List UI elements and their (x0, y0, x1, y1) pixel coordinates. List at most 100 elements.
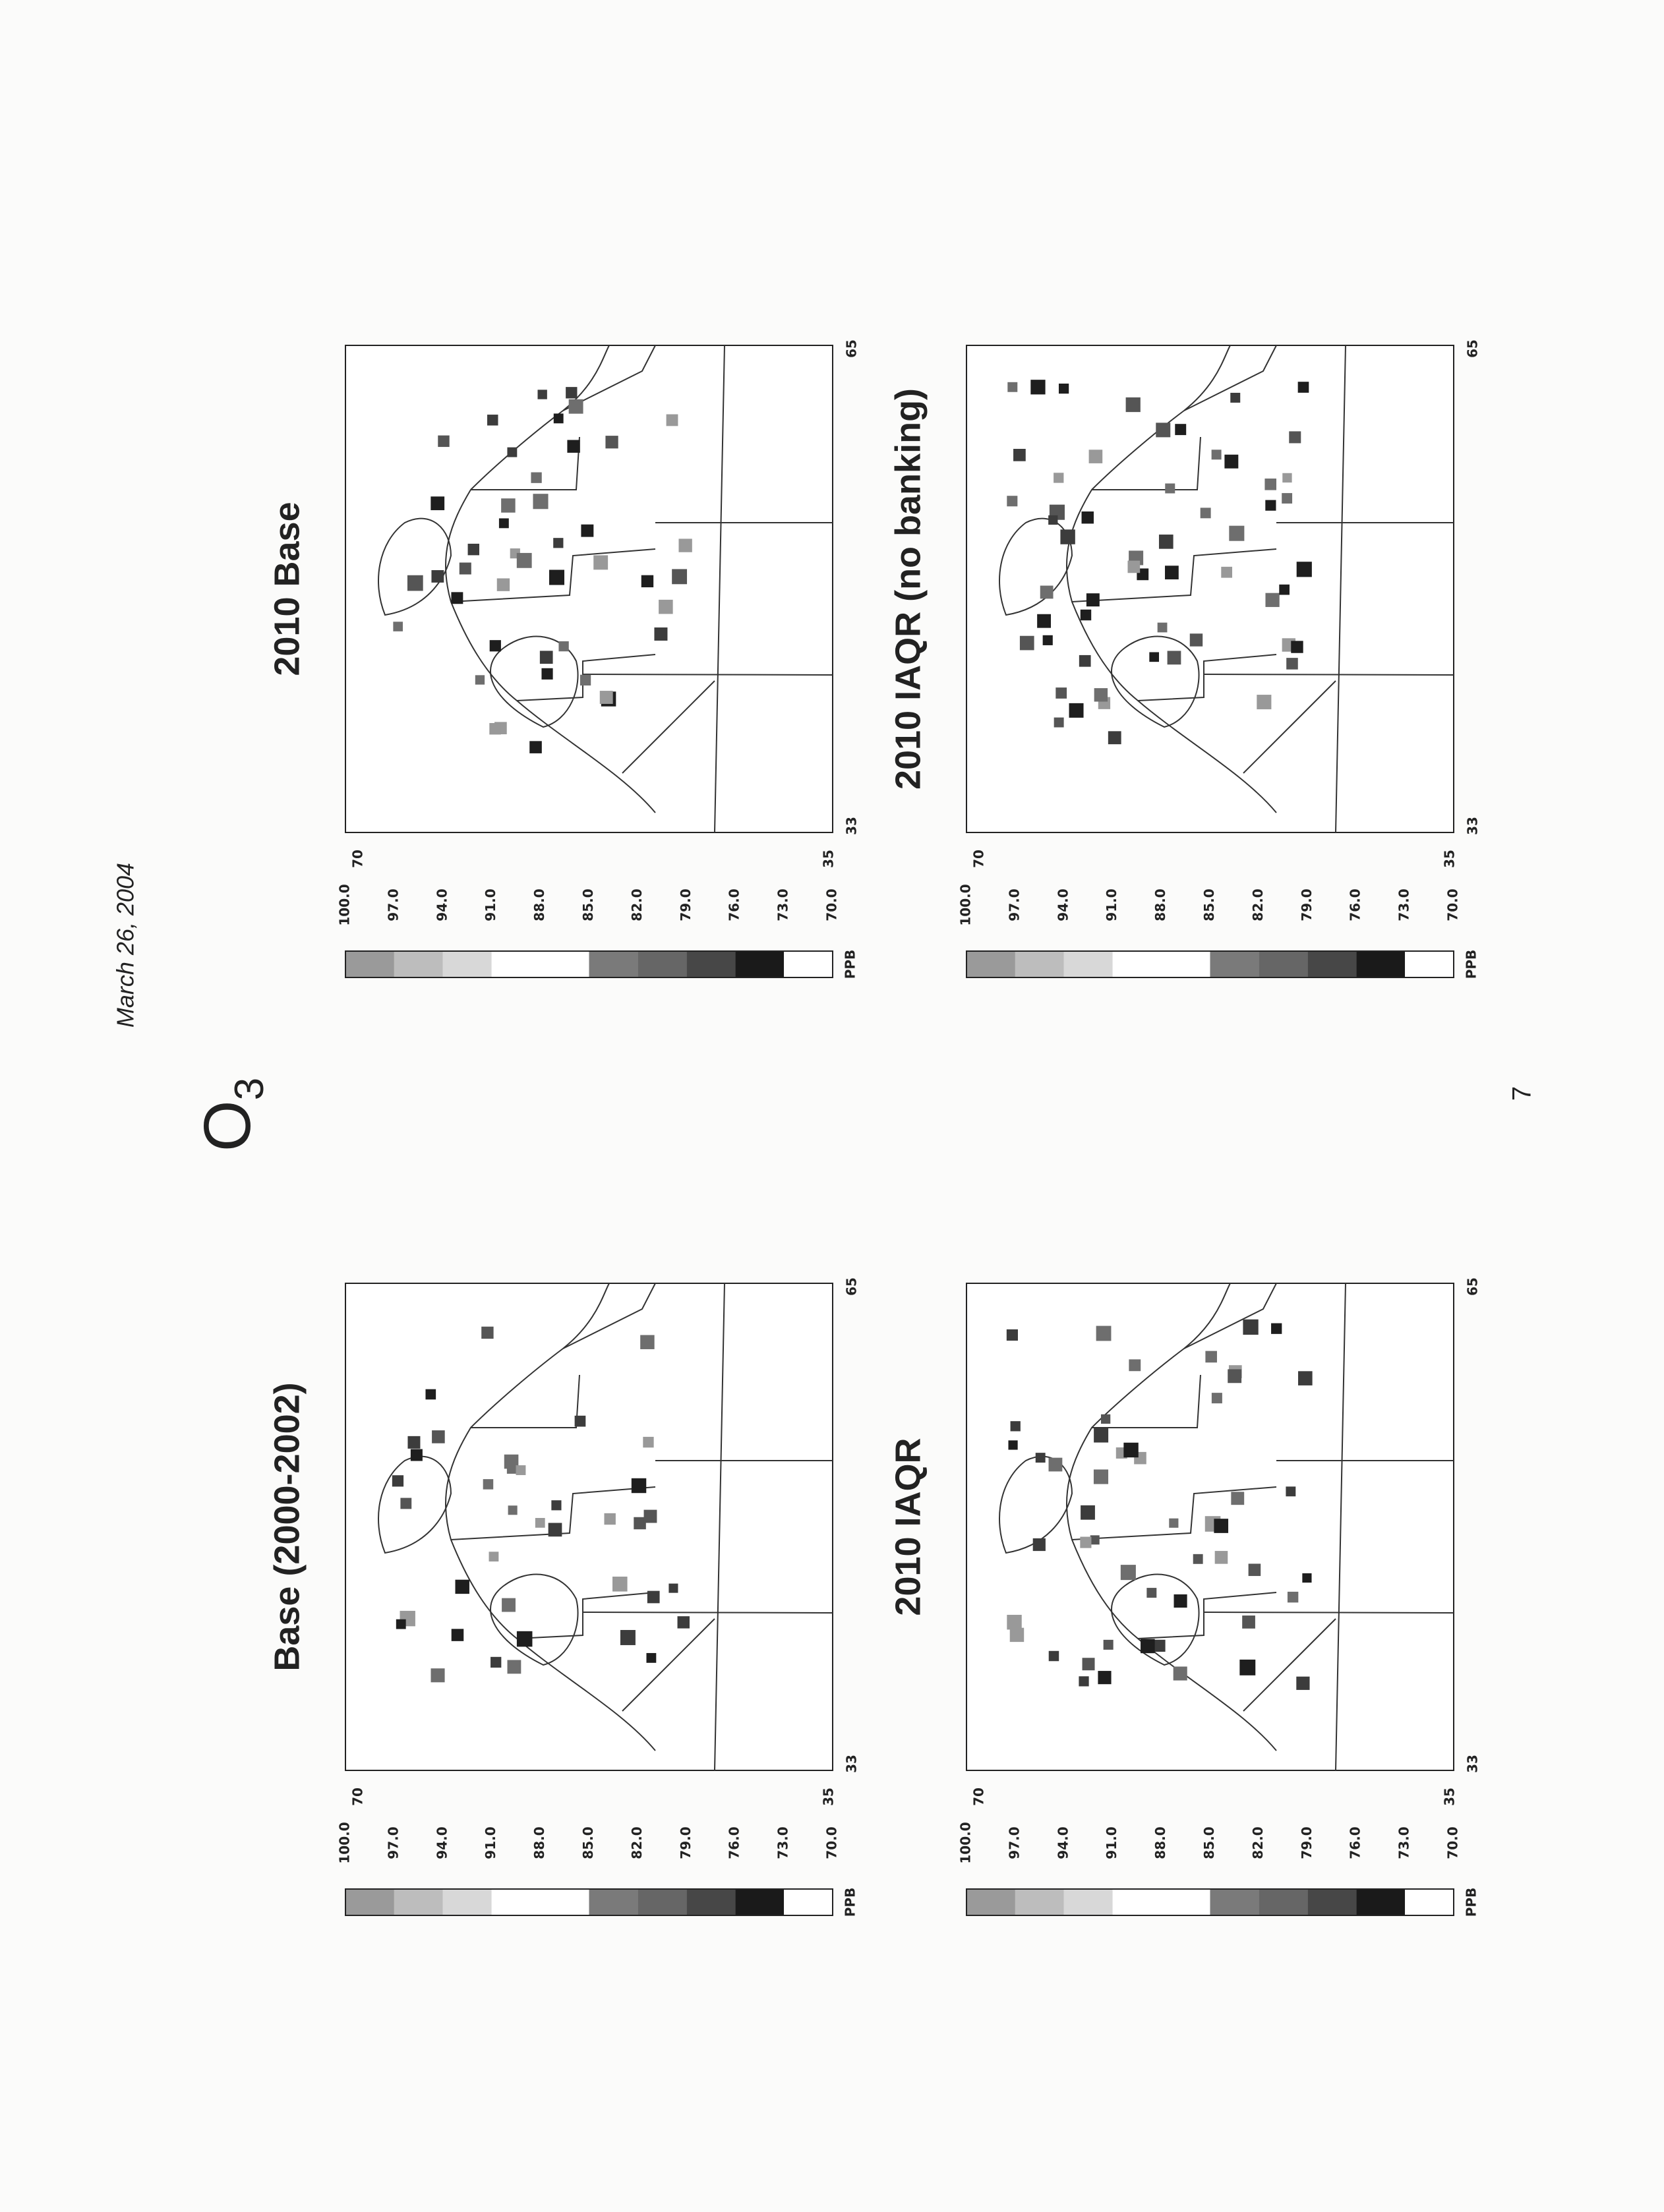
monitor-cell (1058, 383, 1069, 394)
colorbar-label: 91.0 (1104, 1826, 1119, 1859)
colorbar-segment (1063, 1889, 1113, 1915)
monitor-cell (425, 1389, 436, 1400)
monitor-cell (659, 599, 673, 614)
monitor-cell (548, 1523, 562, 1537)
colorbar-segment (1112, 1889, 1162, 1915)
colorbar-label: 82.0 (629, 1826, 645, 1859)
monitor-cell (620, 1629, 636, 1645)
map-border (471, 1374, 580, 1428)
monitor-cell (1298, 1371, 1313, 1385)
axis-label: 35 (1442, 850, 1458, 868)
colorbar-label: 76.0 (1348, 888, 1363, 921)
colorbar-label: 91.0 (483, 888, 498, 921)
monitor-cell (507, 1660, 521, 1674)
monitor-cell (1069, 703, 1084, 718)
monitor-cell (631, 1478, 647, 1494)
colorbar-segment (1405, 1889, 1454, 1915)
axis-label: 33 (844, 817, 860, 835)
monitor-cell (643, 1436, 654, 1448)
monitor-cell (501, 498, 516, 513)
lake-outline (490, 1573, 579, 1666)
monitor-cell (1169, 1518, 1179, 1528)
colorbar-segment (1405, 951, 1454, 977)
title-text: O (191, 1100, 264, 1151)
colorbar-frame (345, 1888, 833, 1916)
monitor-cell (1289, 431, 1301, 444)
monitor-cell (1265, 593, 1280, 607)
map-border (622, 680, 715, 774)
monitor-cell (431, 570, 444, 583)
axis-label: 65 (1465, 339, 1481, 358)
monitor-cell (604, 1513, 616, 1525)
monitor-cell (1054, 473, 1064, 483)
monitor-cell (541, 668, 553, 680)
monitor-cell (1055, 687, 1067, 699)
monitor-cell (1040, 585, 1054, 599)
colorbar-label: 94.0 (434, 1826, 450, 1859)
monitor-cell (487, 415, 498, 426)
colorbar-label: 85.0 (1201, 888, 1217, 921)
colorbar-segment (1307, 951, 1357, 977)
monitor-cell (1094, 1428, 1109, 1443)
monitor-cell (646, 1652, 657, 1663)
axis-label: 65 (1465, 1277, 1481, 1296)
map-frame (345, 1283, 833, 1771)
colorbar-segment (1112, 951, 1162, 977)
map-border (1335, 1283, 1346, 1771)
axis-label: 65 (844, 339, 860, 358)
axis-label: 70 (971, 850, 987, 868)
colorbar-label: 76.0 (1348, 1826, 1363, 1859)
map-border (1243, 1618, 1336, 1712)
monitor-cell (1282, 493, 1293, 504)
colorbar-segment (589, 1889, 638, 1915)
monitor-cell (1081, 511, 1094, 524)
monitor-cell (599, 691, 613, 704)
monitor-cell (605, 436, 618, 449)
monitor-cell (551, 1500, 562, 1511)
monitor-cell (1302, 1573, 1312, 1583)
colorbar-segment (638, 951, 687, 977)
map-border (1183, 345, 1277, 411)
colorbar-label: 94.0 (1055, 888, 1071, 921)
map-border (582, 1612, 833, 1614)
monitor-cell (1079, 655, 1091, 667)
colorbar-segment (540, 1889, 589, 1915)
monitor-cell (438, 435, 450, 448)
monitor-cell (574, 1415, 586, 1427)
monitor-cell (1081, 1505, 1095, 1520)
colorbar-label: 88.0 (531, 1826, 547, 1859)
monitor-cell (1243, 1319, 1259, 1335)
monitor-cell (1228, 1369, 1242, 1383)
monitor-cell (1108, 731, 1121, 745)
monitor-cell (489, 1552, 499, 1562)
monitor-cell (396, 1619, 406, 1629)
monitor-cell (475, 675, 485, 685)
panel-title: 2010 IAQR (no banking) (888, 388, 928, 790)
monitor-cell (549, 569, 565, 585)
colorbar-label: 100.0 (958, 884, 974, 925)
monitor-cell (1230, 392, 1241, 403)
map-border (1137, 654, 1277, 701)
monitor-cell (1096, 1325, 1112, 1341)
colorbar-segment (1307, 1889, 1357, 1915)
monitor-cell (1173, 1666, 1187, 1681)
monitor-cell (666, 414, 678, 426)
monitor-cell (1141, 1639, 1155, 1654)
colorbar-frame (966, 1888, 1454, 1916)
axis-label: 35 (821, 850, 837, 868)
map (966, 345, 1454, 833)
colorbar-label: 79.0 (1299, 1826, 1315, 1859)
monitor-cell (1214, 1551, 1228, 1564)
lake-outline (378, 517, 452, 616)
monitor-cell (1013, 448, 1026, 461)
monitor-cell (1229, 525, 1245, 541)
colorbar-segment (1015, 951, 1064, 977)
monitor-cell (1189, 633, 1203, 647)
map-border (1137, 1592, 1277, 1639)
colorbar-label: 73.0 (775, 1826, 791, 1859)
panel: 2010 IAQR 100.0 97.0 94.0 91.0 88.0 85.0 82.0 79… (888, 1277, 1480, 1917)
colorbar-label: 91.0 (483, 1826, 498, 1859)
monitor-cell (407, 1436, 421, 1449)
colorbar-frame (345, 950, 833, 978)
monitor-cell (553, 538, 564, 548)
